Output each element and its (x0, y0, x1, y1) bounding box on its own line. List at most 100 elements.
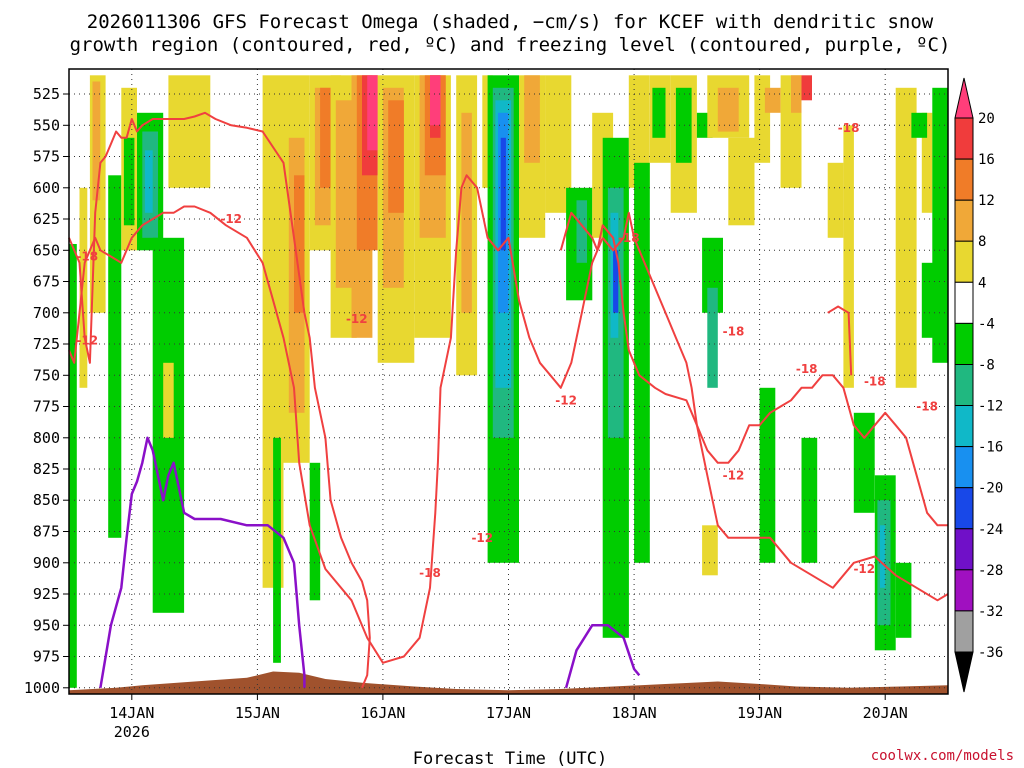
colorbar-tick-label: -12 (978, 399, 1003, 415)
dgz-contour-4 (827, 305, 853, 376)
x-tick-label: 16JAN (360, 704, 405, 722)
y-tick-label: 950 (33, 616, 60, 634)
colorbar-swatch-11 (954, 528, 974, 571)
colorbar-tick-label: 8 (978, 234, 986, 250)
omega-cell-14 (273, 437, 281, 663)
colorbar-swatch-13 (954, 610, 974, 653)
omega-cell-81 (895, 87, 917, 388)
y-tick-label: 750 (33, 366, 60, 384)
omega-cell-21 (320, 87, 331, 188)
contours (68, 111, 949, 689)
omega-cell-23 (335, 100, 352, 288)
terrain (69, 671, 948, 694)
omega-cell-38 (482, 75, 493, 188)
x-tick-label: 20JAN (863, 704, 908, 722)
omega-cell-27 (367, 75, 378, 151)
omega-cell-70 (791, 75, 802, 113)
omega-cell-85 (932, 87, 948, 363)
omega-cell-9 (144, 150, 153, 213)
omega-cell-75 (843, 125, 854, 388)
y-tick-label: 550 (33, 116, 60, 134)
contour-label-8: -18 (796, 362, 818, 376)
colorbar-tick-label: 20 (978, 111, 995, 127)
omega-cell-35 (430, 75, 441, 126)
contour-label-6: -18 (618, 231, 640, 245)
omega-cell-55 (634, 162, 650, 563)
contour-label-0: -18 (838, 121, 860, 135)
grid-lines (69, 69, 948, 694)
x-tick-label: 15JAN (235, 704, 280, 722)
omega-cell-17 (294, 175, 305, 313)
y-tick-label: 900 (33, 554, 60, 572)
dgz-contour-0 (68, 111, 371, 689)
colorbar-tick-label: 12 (978, 193, 995, 209)
omega-cell-68 (764, 87, 781, 113)
x-tick-sublabel: 2026 (114, 723, 150, 741)
colorbar: 20 16 12 8 4 -4 -8 -12 -16 -20 -24 -28 -32 -36 (954, 77, 1003, 693)
omega-cell-3 (92, 81, 101, 201)
terrain-fill (69, 671, 948, 694)
y-axis-ticks: 525 550 575 600 625 650 675 700 725 750 775 800 825 8… (24, 85, 69, 697)
contour-label-3: -12 (346, 312, 368, 326)
colorbar-tick-label: -24 (978, 522, 1003, 538)
colorbar-swatch-9 (954, 446, 974, 489)
omega-cell-66 (728, 137, 755, 226)
x-axis-label: Forecast Time (UTC) (413, 749, 607, 768)
y-tick-label: 975 (33, 648, 60, 666)
freezing-level-contour-0 (99, 436, 306, 689)
omega-cell-74 (827, 162, 844, 238)
y-tick-label: 525 (33, 85, 60, 103)
omega-cell-1 (79, 187, 88, 388)
colorbar-swatch-4 (954, 240, 974, 283)
colorbar-tick-label: 16 (978, 152, 995, 168)
omega-cell-63 (702, 525, 718, 576)
colorbar-tick-label: 4 (978, 275, 986, 291)
contour-label-1: -18 (76, 250, 98, 264)
omega-cell-53 (613, 250, 619, 313)
contour-label-4: -12 (76, 333, 98, 347)
dgz-contour-3 (601, 211, 949, 602)
omega-cell-62 (707, 287, 718, 388)
colorbar-swatch-3 (954, 199, 974, 242)
omega-cell-43 (500, 137, 506, 251)
y-tick-label: 875 (33, 523, 60, 541)
omega-cell-65 (717, 87, 739, 132)
contour-label-5: -12 (555, 393, 577, 407)
colorbar-tick-label: -32 (978, 604, 1003, 620)
chart-title-line-2: growth region (contoured, red, ºC) and f… (70, 34, 951, 56)
x-tick-label: 18JAN (612, 704, 657, 722)
omega-cell-59 (675, 87, 692, 163)
y-tick-label: 600 (33, 179, 60, 197)
colorbar-tick-label: -8 (978, 358, 995, 374)
colorbar-tick-label: -28 (978, 563, 1003, 579)
contour-label-11: -12 (723, 468, 745, 482)
y-tick-label: 1000 (24, 679, 60, 697)
omega-cell-71 (801, 75, 812, 101)
y-tick-label: 725 (33, 335, 60, 353)
colorbar-swatch-1 (954, 117, 974, 160)
y-tick-label: 800 (33, 429, 60, 447)
omega-cell-11 (163, 362, 174, 438)
contour-label-9: -18 (864, 375, 886, 389)
dgz-contour-1 (68, 174, 604, 664)
contour-label-2: -12 (220, 212, 242, 226)
colorbar-bottom-arrow (954, 651, 974, 693)
contour-labels: -18 -18 -12 -12 -12 -12 -18 -18 -18 -18 -18 -12 -12 -… (76, 121, 937, 580)
credit-text: coolwx.com/models (871, 748, 1014, 764)
colorbar-tick-label: -36 (978, 645, 1003, 661)
colorbar-swatch-12 (954, 569, 974, 612)
x-tick-label: 17JAN (486, 704, 531, 722)
contour-label-13: -18 (419, 566, 441, 580)
y-tick-label: 925 (33, 585, 60, 603)
colorbar-swatch-2 (954, 158, 974, 201)
colorbar-tick-label: -16 (978, 440, 1003, 456)
y-tick-label: 825 (33, 460, 60, 478)
y-tick-label: 850 (33, 491, 60, 509)
colorbar-tick-label: -20 (978, 481, 1003, 497)
y-tick-label: 625 (33, 210, 60, 228)
colorbar-swatch-5 (954, 281, 974, 324)
omega-cell-48 (576, 200, 587, 263)
omega-cell-72 (759, 387, 776, 563)
freezing-level-contour-1 (564, 624, 641, 689)
